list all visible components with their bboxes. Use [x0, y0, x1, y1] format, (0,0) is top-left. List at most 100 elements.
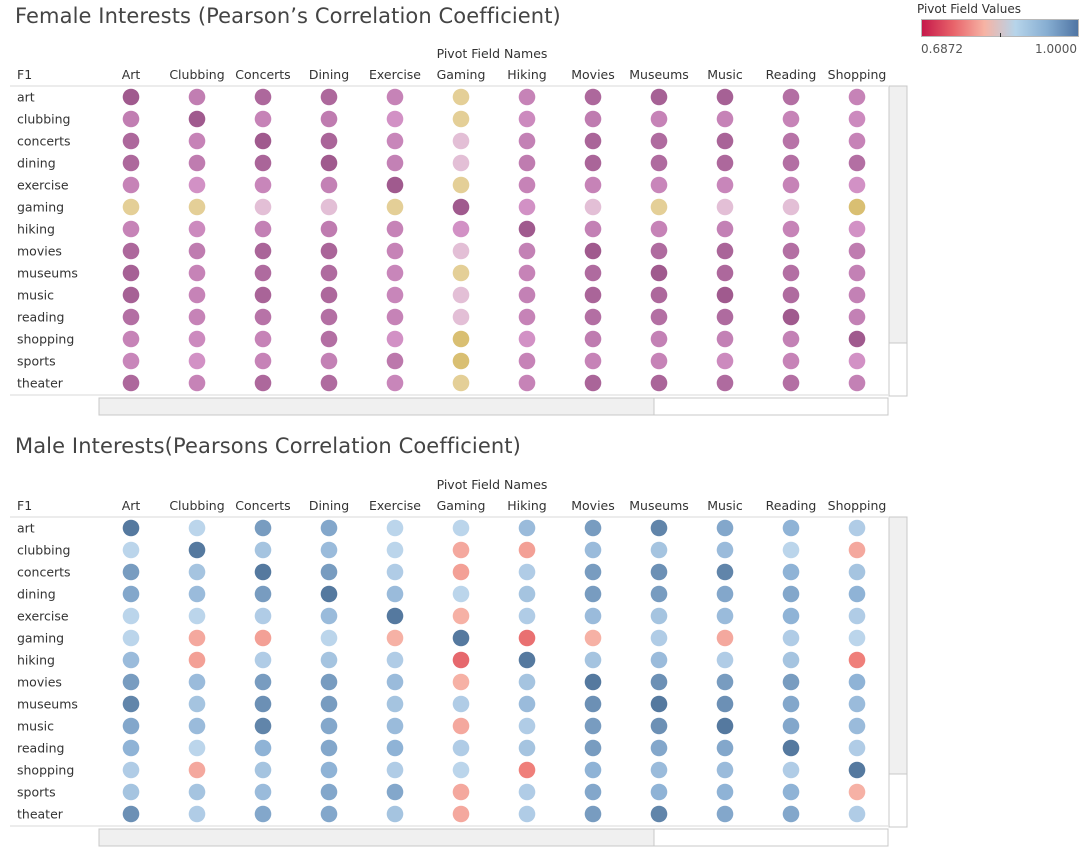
- heatmap-cell[interactable]: [320, 541, 338, 559]
- heatmap-cell[interactable]: [716, 717, 734, 735]
- heatmap-cell[interactable]: [254, 673, 272, 691]
- heatmap-cell[interactable]: [848, 154, 866, 172]
- heatmap-cell[interactable]: [452, 651, 470, 669]
- horizontal-scrollbar-thumb[interactable]: [98, 828, 655, 847]
- heatmap-cell[interactable]: [188, 242, 206, 260]
- heatmap-cell[interactable]: [848, 541, 866, 559]
- heatmap-cell[interactable]: [452, 220, 470, 238]
- heatmap-cell[interactable]: [782, 176, 800, 194]
- heatmap-cell[interactable]: [386, 110, 404, 128]
- heatmap-cell[interactable]: [782, 761, 800, 779]
- heatmap-cell[interactable]: [254, 198, 272, 216]
- heatmap-cell[interactable]: [452, 176, 470, 194]
- heatmap-cell[interactable]: [320, 176, 338, 194]
- heatmap-cell[interactable]: [188, 154, 206, 172]
- heatmap-cell[interactable]: [452, 88, 470, 106]
- heatmap-cell[interactable]: [782, 805, 800, 823]
- heatmap-cell[interactable]: [848, 673, 866, 691]
- heatmap-cell[interactable]: [386, 783, 404, 801]
- heatmap-cell[interactable]: [386, 585, 404, 603]
- heatmap-cell[interactable]: [782, 651, 800, 669]
- heatmap-cell[interactable]: [518, 519, 536, 537]
- heatmap-cell[interactable]: [386, 286, 404, 304]
- heatmap-cell[interactable]: [782, 717, 800, 735]
- heatmap-cell[interactable]: [650, 695, 668, 713]
- heatmap-cell[interactable]: [650, 673, 668, 691]
- heatmap-cell[interactable]: [254, 585, 272, 603]
- heatmap-cell[interactable]: [650, 154, 668, 172]
- heatmap-cell[interactable]: [188, 352, 206, 370]
- heatmap-cell[interactable]: [716, 695, 734, 713]
- heatmap-cell[interactable]: [386, 198, 404, 216]
- heatmap-cell[interactable]: [716, 519, 734, 537]
- heatmap-cell[interactable]: [188, 198, 206, 216]
- heatmap-cell[interactable]: [320, 563, 338, 581]
- heatmap-cell[interactable]: [188, 220, 206, 238]
- heatmap-cell[interactable]: [386, 541, 404, 559]
- heatmap-cell[interactable]: [848, 220, 866, 238]
- heatmap-cell[interactable]: [122, 308, 140, 326]
- heatmap-cell[interactable]: [122, 330, 140, 348]
- heatmap-cell[interactable]: [650, 242, 668, 260]
- heatmap-cell[interactable]: [452, 110, 470, 128]
- heatmap-cell[interactable]: [254, 695, 272, 713]
- heatmap-cell[interactable]: [518, 352, 536, 370]
- heatmap-cell[interactable]: [716, 198, 734, 216]
- heatmap-cell[interactable]: [584, 541, 602, 559]
- heatmap-cell[interactable]: [584, 805, 602, 823]
- heatmap-cell[interactable]: [584, 761, 602, 779]
- heatmap-cell[interactable]: [650, 805, 668, 823]
- heatmap-cell[interactable]: [320, 352, 338, 370]
- heatmap-cell[interactable]: [188, 651, 206, 669]
- heatmap-cell[interactable]: [716, 286, 734, 304]
- heatmap-cell[interactable]: [716, 132, 734, 150]
- heatmap-cell[interactable]: [386, 220, 404, 238]
- heatmap-cell[interactable]: [122, 607, 140, 625]
- heatmap-cell[interactable]: [320, 607, 338, 625]
- heatmap-cell[interactable]: [848, 88, 866, 106]
- heatmap-cell[interactable]: [518, 154, 536, 172]
- heatmap-cell[interactable]: [254, 739, 272, 757]
- heatmap-cell[interactable]: [848, 242, 866, 260]
- heatmap-cell[interactable]: [188, 330, 206, 348]
- heatmap-cell[interactable]: [452, 585, 470, 603]
- heatmap-cell[interactable]: [254, 761, 272, 779]
- heatmap-cell[interactable]: [122, 783, 140, 801]
- heatmap-cell[interactable]: [122, 220, 140, 238]
- heatmap-cell[interactable]: [320, 198, 338, 216]
- heatmap-cell[interactable]: [716, 264, 734, 282]
- heatmap-cell[interactable]: [188, 264, 206, 282]
- heatmap-cell[interactable]: [584, 308, 602, 326]
- heatmap-cell[interactable]: [518, 761, 536, 779]
- heatmap-cell[interactable]: [848, 110, 866, 128]
- heatmap-cell[interactable]: [320, 695, 338, 713]
- heatmap-cell[interactable]: [584, 132, 602, 150]
- heatmap-cell[interactable]: [518, 629, 536, 647]
- heatmap-cell[interactable]: [650, 563, 668, 581]
- heatmap-cell[interactable]: [650, 783, 668, 801]
- heatmap-cell[interactable]: [122, 519, 140, 537]
- heatmap-cell[interactable]: [584, 154, 602, 172]
- heatmap-cell[interactable]: [122, 673, 140, 691]
- heatmap-cell[interactable]: [188, 607, 206, 625]
- heatmap-cell[interactable]: [386, 607, 404, 625]
- heatmap-cell[interactable]: [584, 352, 602, 370]
- heatmap-cell[interactable]: [848, 132, 866, 150]
- heatmap-cell[interactable]: [254, 629, 272, 647]
- heatmap-cell[interactable]: [122, 88, 140, 106]
- heatmap-cell[interactable]: [716, 110, 734, 128]
- heatmap-cell[interactable]: [518, 308, 536, 326]
- heatmap-cell[interactable]: [584, 330, 602, 348]
- heatmap-cell[interactable]: [122, 805, 140, 823]
- heatmap-cell[interactable]: [320, 519, 338, 537]
- heatmap-cell[interactable]: [650, 176, 668, 194]
- heatmap-cell[interactable]: [650, 264, 668, 282]
- heatmap-cell[interactable]: [518, 176, 536, 194]
- heatmap-cell[interactable]: [518, 374, 536, 392]
- heatmap-cell[interactable]: [782, 739, 800, 757]
- heatmap-cell[interactable]: [122, 154, 140, 172]
- heatmap-cell[interactable]: [254, 352, 272, 370]
- heatmap-cell[interactable]: [650, 88, 668, 106]
- heatmap-cell[interactable]: [452, 374, 470, 392]
- heatmap-cell[interactable]: [716, 541, 734, 559]
